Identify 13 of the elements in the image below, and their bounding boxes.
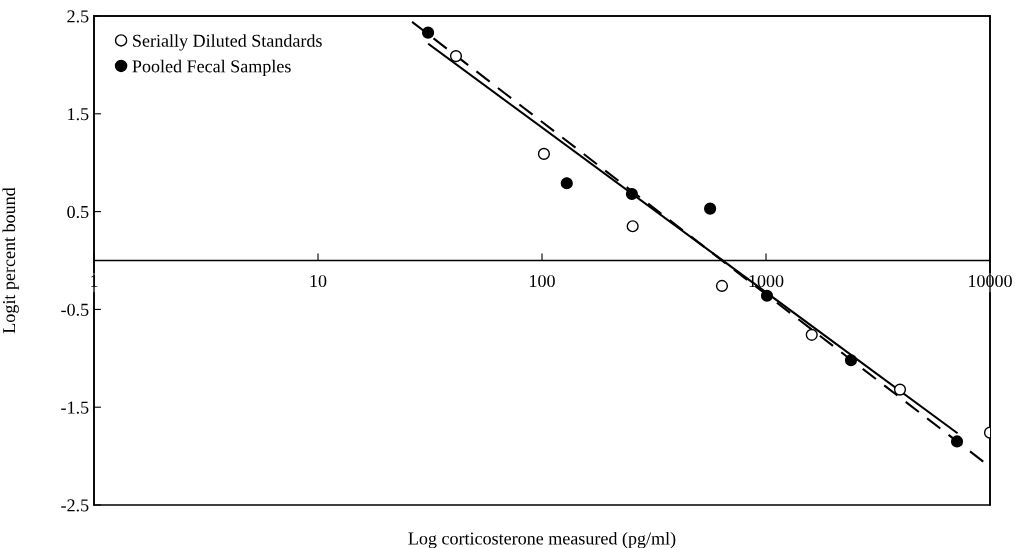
x-tick-label: 100 — [530, 274, 555, 288]
y-tick-label: 0.5 — [67, 205, 89, 219]
y-tick-label: -0.5 — [61, 303, 89, 316]
y-tick-label: -2.5 — [61, 499, 89, 512]
y-tick-label: -1.5 — [61, 401, 89, 414]
y-axis-title: Logit percent bound — [2, 187, 19, 334]
y-tick-label: 1.5 — [68, 108, 89, 121]
legend-label: Pooled Fecal Samples — [132, 59, 291, 77]
legend-label: Serially Diluted Standards — [133, 34, 322, 51]
x-tick-label: 10 — [310, 274, 327, 288]
x-tick-label: 1000 — [749, 274, 784, 288]
y-tick-label: 2.5 — [67, 10, 89, 23]
x-axis-title: Log corticosterone measured (pg/ml) — [408, 531, 676, 548]
